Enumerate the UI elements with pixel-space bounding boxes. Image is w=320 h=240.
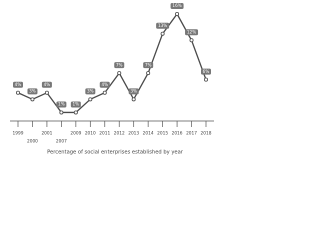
value-label: 6% — [203, 69, 210, 74]
marker — [175, 11, 180, 16]
x-tick-label: 2001 — [41, 131, 52, 137]
value-label: 16% — [172, 3, 181, 8]
value-label: 1% — [58, 102, 65, 107]
line — [17, 12, 207, 114]
marker — [15, 90, 20, 95]
x-tick-label: 2007 — [56, 139, 67, 145]
value-label-box — [99, 81, 110, 88]
value-label-box — [114, 62, 125, 69]
marker — [117, 71, 122, 76]
value-label-box — [41, 81, 52, 88]
value-label-box — [201, 68, 211, 75]
value-label: 13% — [158, 23, 167, 28]
value-label-box — [85, 88, 96, 95]
marker — [131, 97, 136, 102]
marker — [30, 97, 35, 102]
value-label: 4% — [15, 82, 22, 87]
marker — [102, 90, 107, 95]
value-label-box — [70, 101, 81, 108]
marker — [146, 71, 151, 76]
value-label: 1% — [73, 102, 80, 107]
x-tick-label: 2009 — [70, 131, 81, 137]
x-tick-label: 2018 — [201, 131, 212, 137]
x-tick-label: 1999 — [13, 131, 24, 137]
value-label: 3% — [29, 89, 36, 94]
marker — [44, 90, 49, 95]
x-tick-label: 2013 — [128, 131, 139, 137]
value-label: 4% — [44, 82, 51, 87]
x-tick-label: 2012 — [114, 131, 125, 137]
x-tick-label: 2010 — [85, 131, 96, 137]
chart: Percentage of social enterprises establi… — [0, 0, 230, 157]
value-label: 7% — [116, 62, 123, 67]
x-tick-label: 2000 — [27, 139, 38, 145]
x-tick-label: 2011 — [99, 131, 110, 137]
x-tick-label: 2015 — [157, 131, 168, 137]
value-label-box — [156, 22, 170, 29]
marker — [203, 77, 208, 82]
x-axis-title: Percentage of social enterprises establi… — [47, 150, 184, 156]
value-label-box — [185, 29, 199, 36]
marker — [59, 110, 64, 115]
marker — [73, 110, 78, 115]
marker — [189, 38, 194, 43]
x-tick-label: 2014 — [143, 131, 154, 137]
value-label: 12% — [187, 29, 196, 34]
marker — [160, 31, 165, 36]
value-label-box — [143, 62, 154, 69]
value-label: 3% — [87, 89, 94, 94]
value-label-box — [13, 81, 23, 88]
x-tick-label: 2017 — [186, 131, 197, 137]
value-label: 4% — [101, 82, 108, 87]
value-label: 3% — [130, 89, 137, 94]
x-tick-label: 2016 — [172, 131, 183, 137]
value-label-box — [128, 88, 139, 95]
value-label-box — [170, 3, 184, 9]
marker — [88, 97, 93, 102]
value-label-box — [27, 88, 38, 95]
value-label-box — [56, 101, 67, 108]
value-label: 7% — [145, 62, 152, 67]
